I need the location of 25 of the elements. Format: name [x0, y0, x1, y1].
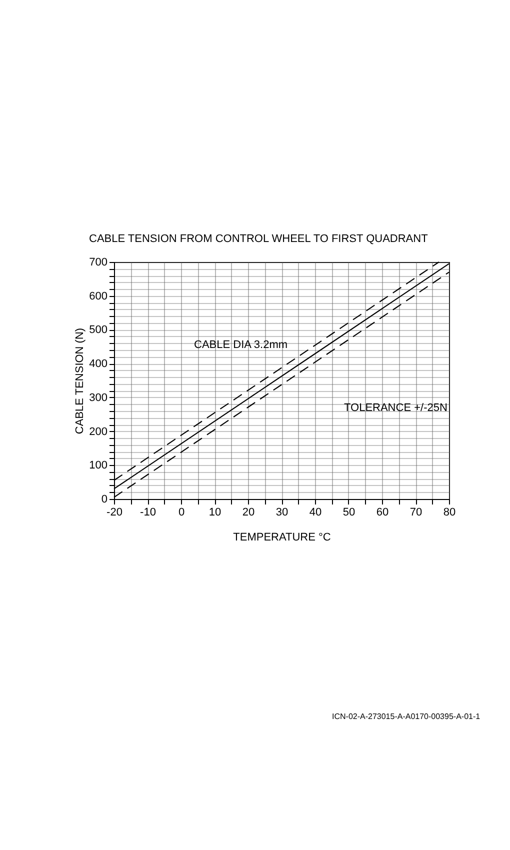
y-tick-label: 700 — [89, 256, 108, 268]
x-tick-label: 10 — [208, 506, 222, 518]
y-tick-label: 300 — [89, 392, 108, 404]
x-tick-label: -10 — [140, 506, 156, 518]
x-tick-label: 40 — [309, 506, 322, 518]
chart-title: CABLE TENSION FROM CONTROL WHEEL TO FIRST QUADRANT — [89, 233, 428, 245]
annotation: CABLE DIA 3.2mm — [194, 339, 288, 351]
x-tick-label: 50 — [342, 506, 356, 518]
y-axis-title: CABLE TENSION (N) — [74, 328, 86, 434]
x-axis-title: TEMPERATURE °C — [233, 532, 331, 544]
x-tick-label: 30 — [276, 506, 288, 518]
y-tick-label: 0 — [101, 494, 108, 506]
x-tick-label: 70 — [410, 506, 422, 518]
y-tick-label: 400 — [89, 358, 108, 370]
text: ICN-02-A-273015-A-A0170-00395-A-01-1 — [332, 712, 480, 721]
x-tick-label: -20 — [106, 506, 122, 518]
x-tick-label: 80 — [443, 506, 456, 518]
y-tick-label: 600 — [89, 290, 108, 302]
y-tick-label: 500 — [89, 324, 108, 336]
y-tick-label: 100 — [89, 460, 108, 472]
y-tick-label: 200 — [89, 426, 108, 438]
x-tick-label: 60 — [376, 506, 389, 518]
x-tick-label: 0 — [178, 506, 185, 518]
x-tick-label: 20 — [242, 506, 255, 518]
annotation: TOLERANCE +/-25N — [344, 402, 448, 414]
